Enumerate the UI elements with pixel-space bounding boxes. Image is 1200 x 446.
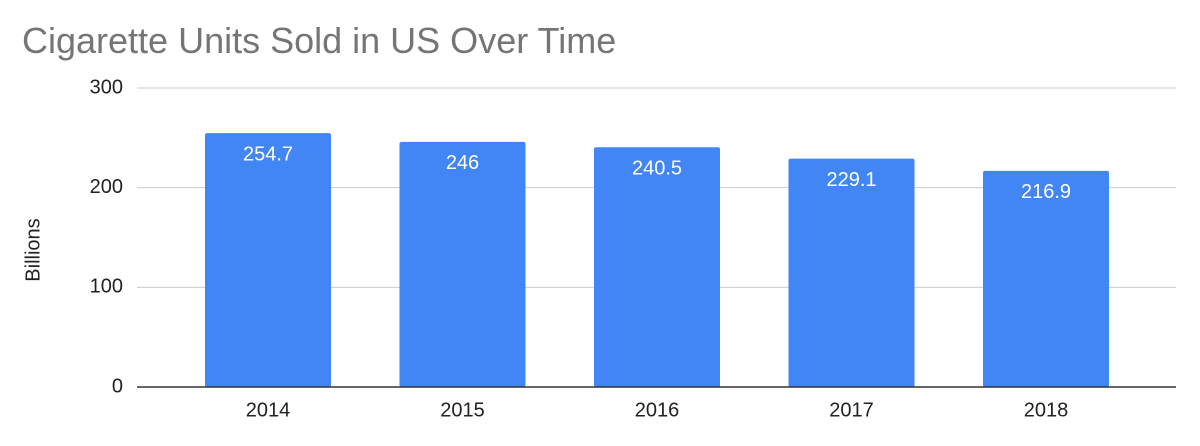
bar <box>983 170 1109 387</box>
y-axis-label: Billions <box>22 218 44 281</box>
y-tick-label: 200 <box>90 176 123 198</box>
value-label: 246 <box>446 152 479 174</box>
y-tick-label: 300 <box>90 76 123 98</box>
x-tick-label: 2014 <box>246 399 291 421</box>
x-tick-label: 2016 <box>635 399 680 421</box>
x-tick-label: 2018 <box>1024 399 1069 421</box>
y-tick-label: 0 <box>112 375 123 397</box>
value-label: 229.1 <box>826 169 876 191</box>
value-label: 254.7 <box>243 143 293 165</box>
y-tick-label: 100 <box>90 276 123 298</box>
bar <box>594 147 720 387</box>
bar <box>399 141 526 387</box>
x-tick-label: 2015 <box>440 399 485 421</box>
chart-title: Cigarette Units Sold in US Over Time <box>22 20 616 61</box>
bar <box>788 158 915 387</box>
value-label: 216.9 <box>1021 181 1071 203</box>
bar <box>205 133 331 387</box>
x-tick-label: 2017 <box>829 399 874 421</box>
value-label: 240.5 <box>632 158 682 180</box>
